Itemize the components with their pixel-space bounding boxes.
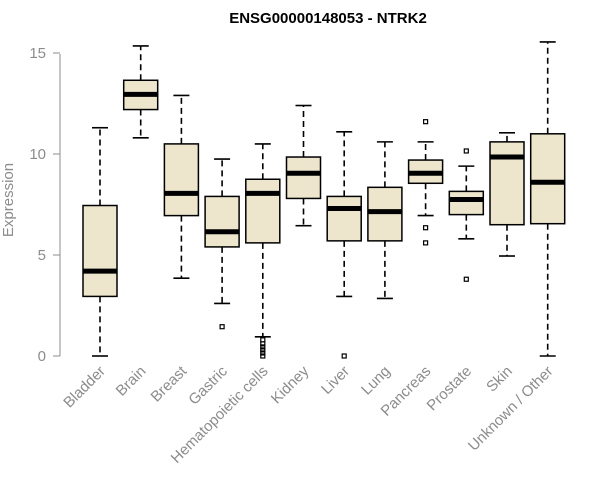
iqr-box (326, 195, 362, 242)
outlier-point (260, 350, 266, 356)
box-unknown-other (529, 41, 566, 357)
box-kidney (285, 104, 322, 227)
iqr-box (367, 186, 403, 242)
box-hematopoietic-cells (245, 143, 281, 359)
x-tick-label: Breast (148, 362, 191, 405)
outlier-point (260, 344, 266, 350)
x-tick-label: Lung (358, 363, 394, 399)
outlier-point (219, 324, 225, 330)
outlier-point (341, 353, 347, 359)
x-tick-label: Skin (483, 363, 516, 396)
outlier-point (423, 119, 429, 125)
y-tick-label: 10 (29, 146, 46, 163)
y-ticks: 0 5 10 15 (29, 45, 60, 365)
x-tick-label: Kidney (268, 362, 313, 407)
box-skin (489, 131, 525, 257)
y-tick-label: 0 (38, 348, 46, 365)
box-brain (122, 45, 159, 139)
outlier-point (463, 276, 469, 282)
y-axis-label: Expression (0, 163, 17, 237)
box-prostate (448, 148, 485, 282)
outlier-point (423, 240, 429, 246)
iqr-box (204, 195, 240, 248)
iqr-box (448, 190, 485, 216)
y-tick-label: 5 (38, 247, 46, 264)
iqr-box (245, 178, 281, 244)
outlier-point (463, 148, 469, 154)
outlier-point (260, 347, 266, 353)
x-tick-label: Bladder (60, 363, 109, 412)
chart-title: ENSG00000148053 - NTRK2 (229, 10, 427, 27)
iqr-box (82, 204, 118, 298)
outlier-point (260, 353, 266, 359)
box-gastric (204, 158, 240, 330)
box-bladder (82, 126, 118, 357)
box-breast (163, 94, 200, 280)
outlier-point (260, 341, 266, 347)
outlier-point (423, 225, 429, 231)
outlier-point (260, 337, 266, 343)
x-tick-label: Brain (113, 363, 150, 400)
iqr-box (529, 133, 566, 225)
x-tick-label: Prostate (424, 363, 476, 415)
x-tick-label: Liver (318, 363, 353, 398)
iqr-box (163, 143, 200, 217)
iqr-box (285, 156, 322, 200)
iqr-box (489, 141, 525, 226)
box-plot-series (82, 41, 566, 359)
box-pancreas (407, 119, 444, 246)
box-lung (367, 141, 403, 300)
box-liver (326, 130, 362, 359)
y-tick-label: 15 (29, 45, 46, 62)
